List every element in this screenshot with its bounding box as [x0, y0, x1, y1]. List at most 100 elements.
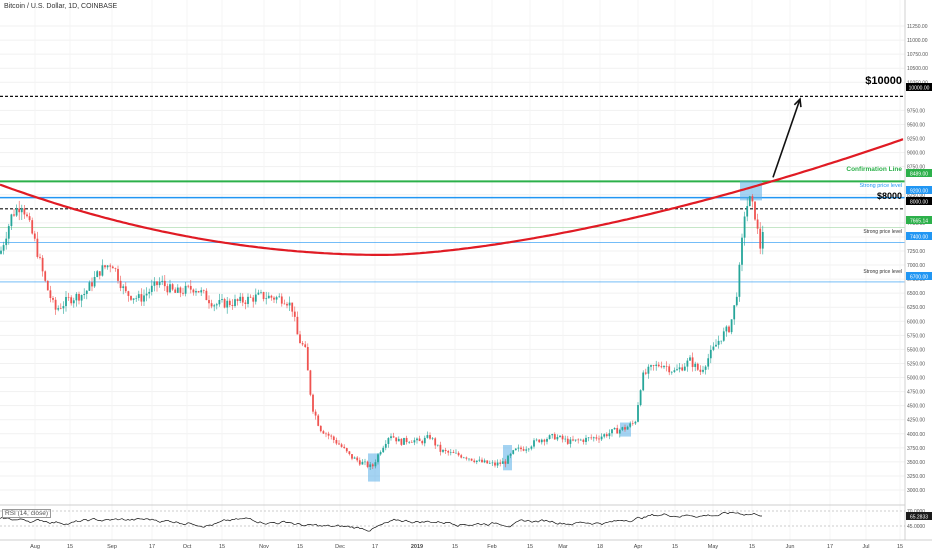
y-tick-label: 4750.00	[907, 390, 925, 396]
candle-body	[13, 214, 15, 216]
candle-body	[644, 372, 647, 374]
candle-body	[257, 292, 260, 295]
rsi-line	[0, 511, 762, 532]
target-arrow	[772, 97, 802, 178]
candle-body	[101, 265, 104, 276]
candle-body	[364, 461, 366, 463]
y-tick-label: 7250.00	[907, 249, 925, 255]
candle-body	[26, 214, 28, 217]
candle-body	[543, 439, 546, 442]
candle-body	[36, 238, 39, 257]
candle-body	[171, 284, 174, 290]
candle-body	[400, 438, 403, 445]
badge-9200-text: 9200.00	[910, 189, 928, 195]
candle-body	[296, 316, 299, 335]
candle-body	[527, 448, 530, 450]
candle-body	[20, 208, 23, 213]
y-tick-label: 5750.00	[907, 333, 925, 339]
candle-body	[574, 439, 577, 441]
badge-8489	[906, 169, 932, 177]
candle-body	[322, 431, 325, 434]
candle-body	[397, 438, 400, 442]
candle-body	[236, 299, 239, 302]
candle-body	[449, 452, 452, 453]
candle-body	[478, 459, 481, 461]
candle-body	[447, 450, 450, 453]
candle-body	[130, 295, 132, 300]
candle-body	[634, 421, 637, 424]
candle-body	[559, 435, 561, 437]
candle-body	[392, 436, 395, 438]
candle-body	[603, 434, 606, 437]
candle-body	[702, 369, 704, 372]
candle-body	[23, 208, 26, 215]
candle-body	[218, 299, 221, 305]
candle-body	[39, 256, 41, 258]
candle-body	[535, 439, 538, 441]
candle-body	[416, 438, 418, 441]
candle-body	[210, 303, 213, 307]
candle-body	[135, 298, 138, 299]
candle-body	[507, 455, 509, 464]
candle-body	[681, 367, 684, 371]
strong-level-label-9200: Strong price level	[860, 183, 903, 189]
price-axis[interactable]: 11250.0011000.0010750.0010500.0010250.00…	[904, 0, 928, 540]
candle-body	[314, 411, 317, 416]
candle-body	[629, 423, 632, 427]
candle-body	[444, 449, 447, 451]
candle-body	[426, 435, 429, 438]
candle-body	[650, 365, 652, 367]
candle-body	[299, 334, 301, 344]
time-axis[interactable]: Aug 15 Sep 17 Oct 15 Nov 15 Dec 17 2019 15 Feb 15 Mar 1…	[30, 544, 903, 550]
candle-body	[52, 298, 54, 300]
y-tick-label: 3250.00	[907, 474, 925, 480]
candle-body	[683, 366, 686, 371]
candle-body	[189, 285, 192, 290]
candle-body	[548, 435, 551, 439]
candle-body	[208, 300, 210, 304]
x-tick-label: 15	[297, 544, 303, 550]
candle-body	[525, 449, 528, 451]
candle-body	[234, 299, 236, 306]
candle-body	[405, 437, 408, 443]
candle-body	[195, 291, 197, 293]
candle-body	[379, 452, 382, 455]
candle-body	[280, 296, 283, 304]
badge-10000	[906, 83, 932, 91]
candle-body	[304, 344, 307, 348]
y-tick-label: 4000.00	[907, 432, 925, 438]
x-tick-label: 17	[149, 544, 155, 550]
candle-body	[384, 443, 387, 448]
candle-body	[595, 437, 598, 439]
highlight-box	[368, 453, 380, 482]
candle-body	[267, 295, 270, 299]
candle-body	[215, 304, 218, 306]
rsi-value-text: 65.2833	[910, 515, 928, 521]
candle-body	[325, 433, 327, 435]
candle-body	[140, 294, 143, 302]
candle-body	[587, 437, 590, 439]
candle-body	[345, 448, 348, 452]
candle-body	[122, 286, 125, 289]
candle-body	[288, 302, 291, 306]
candle-body	[694, 363, 697, 367]
candle-body	[676, 369, 678, 371]
candle-body	[85, 290, 88, 294]
candle-body	[501, 461, 504, 464]
candle-body	[83, 293, 86, 296]
x-tick-label: Mar	[558, 544, 568, 550]
x-tick-label: 15	[452, 544, 458, 550]
candle-body	[564, 438, 567, 440]
candle-body	[696, 363, 699, 370]
candle-body	[75, 293, 78, 301]
candle-body	[442, 449, 444, 452]
candle-body	[291, 302, 294, 312]
rsi-pane[interactable]: 70.0000 65.2833 45.0000	[0, 504, 932, 541]
candle-body	[104, 265, 106, 268]
candle-body	[746, 206, 749, 217]
candle-body	[262, 292, 265, 300]
candle-body	[707, 358, 710, 367]
candle-body	[621, 427, 624, 430]
